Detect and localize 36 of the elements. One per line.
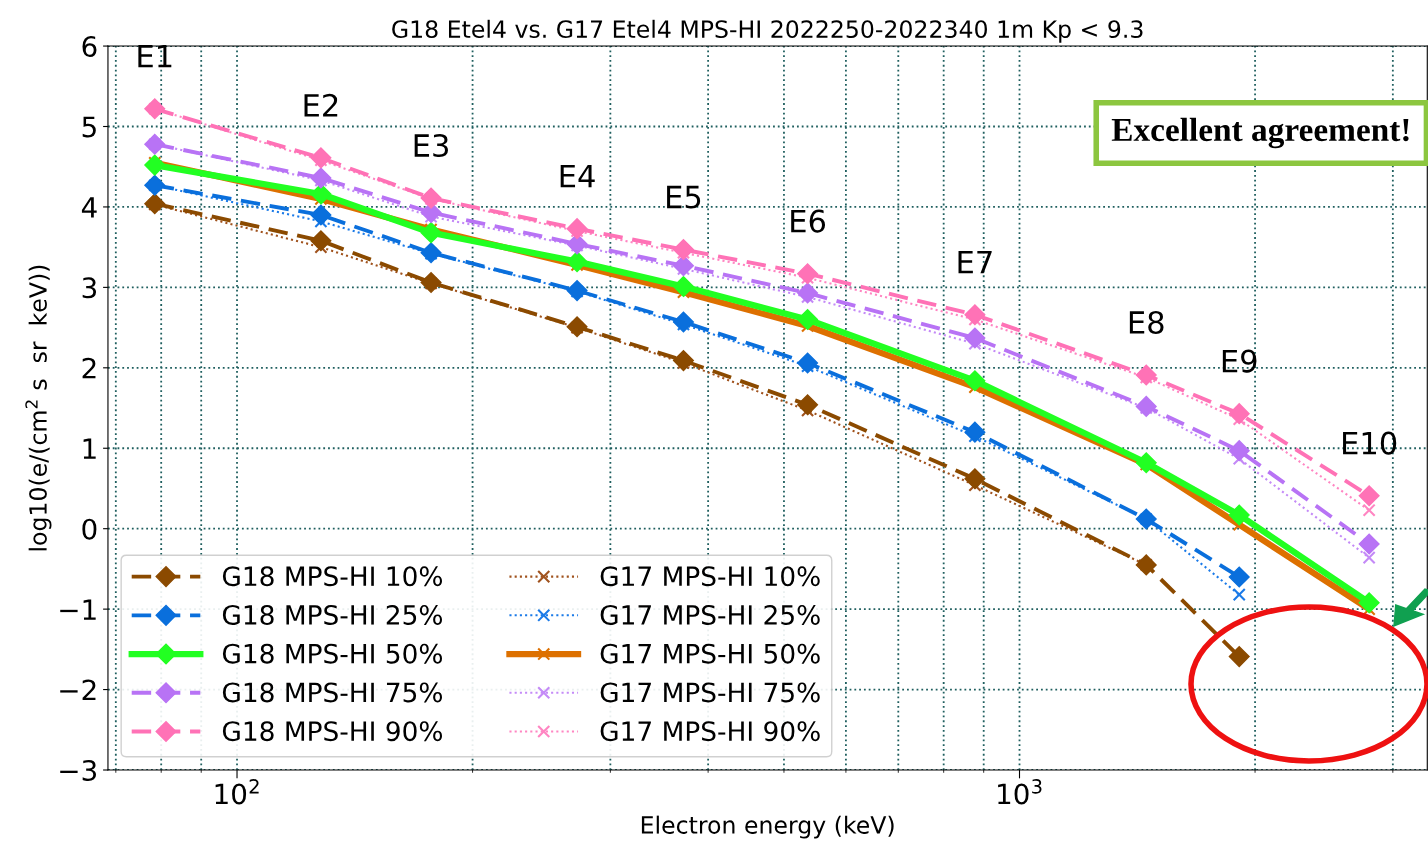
legend-label: G18 MPS-HI 50% [222, 643, 443, 664]
x-axis-title: Electron energy (keV) [641, 815, 894, 839]
legend-label: G18 MPS-HI 90% [222, 721, 443, 742]
annotation: E1 [138, 45, 172, 68]
y-tick-label: −3 [60, 759, 97, 781]
annotation: E3 [414, 133, 448, 158]
legend-label: G18 MPS-HI 75% [222, 682, 443, 703]
legend-label: G17 MPS-HI 90% [600, 721, 820, 742]
legend-label: G17 MPS-HI 50% [600, 643, 820, 664]
y-tick-label: 2 [82, 357, 96, 379]
annotation: E6 [791, 209, 826, 233]
y-tick-label: 1 [83, 438, 96, 459]
annotation: E10 [1343, 431, 1397, 455]
legend-label: G18 MPS-HI 25% [222, 604, 443, 625]
annotation: E8 [1129, 310, 1164, 335]
annotation: E5 [667, 185, 701, 209]
annotation: E2 [304, 93, 338, 117]
annotation: E9 [1222, 349, 1257, 373]
y-tick-label: 0 [82, 518, 97, 540]
y-tick-label: 5 [82, 116, 96, 138]
legend-label: G17 MPS-HI 75% [600, 682, 820, 703]
annotation: E4 [560, 164, 595, 188]
chart-title: G18 Etel4 vs. G17 Etel4 MPS-HI 2022250-2022340 1m Kp < 9.3 [392, 19, 1143, 43]
x-tick-label: 10$^{2}$ [215, 779, 259, 805]
legend-label: G17 MPS-HI 25% [600, 604, 820, 625]
y-tick-label: 4 [81, 197, 97, 218]
y-tick-label: −2 [60, 679, 96, 701]
x-tick-label: 10$^{3}$ [998, 779, 1042, 805]
y-tick-label: 6 [82, 36, 97, 58]
annotation: Excellent agreement! [1111, 117, 1409, 149]
y-tick-label: −1 [60, 599, 96, 620]
y-tick-label: 3 [82, 277, 97, 299]
annotation: E7 [958, 251, 992, 274]
legend-label: G18 MPS-HI 10% [222, 566, 443, 587]
legend-label: G17 MPS-HI 10% [600, 566, 820, 587]
y-axis-title: log10(e/(cm$^{2}$ s sr keV)) [25, 265, 52, 551]
